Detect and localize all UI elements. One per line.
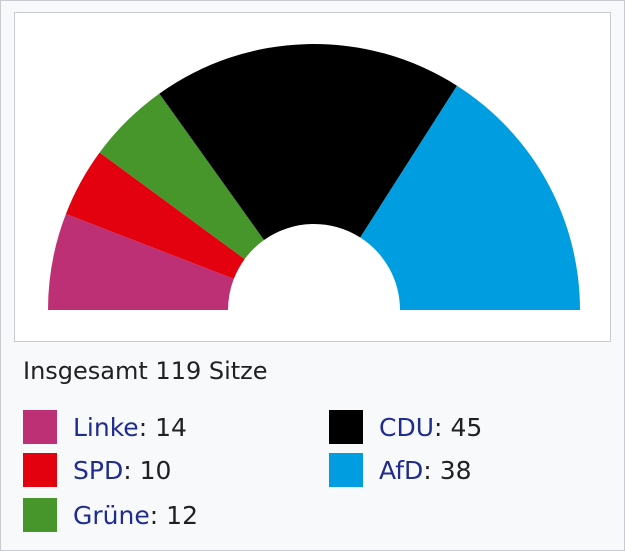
legend-swatch-spd [23,453,57,487]
total-seats-caption: Insgesamt 119 Sitze [23,357,268,385]
legend-separator: : [138,412,148,442]
legend-item-spd: SPD:10 [23,453,171,487]
legend-party-link-gruene[interactable]: Grüne [73,500,150,530]
legend-party-link-afd[interactable]: AfD [379,455,424,485]
legend-item-gruene: Grüne:12 [23,498,198,532]
seat-segment-linke [48,213,234,310]
seat-segment-afd [360,85,580,311]
legend-seats-gruene: 12 [166,500,198,530]
legend-party-link-spd[interactable]: SPD [73,455,124,485]
legend-seats-afd: 38 [439,455,472,485]
legend-seats-spd: 10 [139,455,172,485]
legend-seats-linke: 14 [155,412,187,442]
legend-swatch-linke [23,410,57,444]
legend-party-link-linke[interactable]: Linke [73,412,139,442]
semicircle-chart-svg [48,44,580,311]
legend-separator: : [434,412,443,442]
seat-segment-gruene [99,93,264,260]
legend-swatch-cdu [329,410,363,444]
legend-item-linke: Linke:14 [23,410,187,444]
legend-swatch-afd [329,453,363,487]
legend-item-cdu: CDU:45 [329,410,482,444]
seat-distribution-chart [14,12,611,342]
legend-separator: : [149,500,159,530]
legend-separator: : [423,455,432,485]
legend-separator: : [123,455,132,485]
seat-segment-cdu [159,44,458,241]
legend-item-afd: AfD:38 [329,453,472,487]
legend-seats-cdu: 45 [450,412,483,442]
legend-party-link-cdu[interactable]: CDU [379,412,435,442]
seat-segment-spd [65,152,245,279]
legend-swatch-gruene [23,498,57,532]
